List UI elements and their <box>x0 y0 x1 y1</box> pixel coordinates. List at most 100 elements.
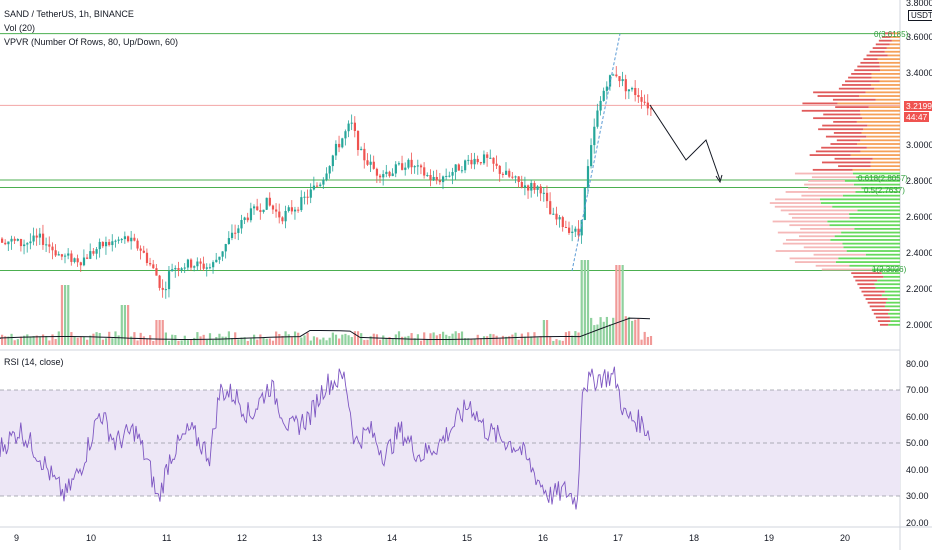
volume-bar <box>351 337 353 345</box>
vp-bar-down <box>781 210 858 212</box>
candle-body <box>215 260 217 262</box>
candle-body <box>631 88 633 89</box>
vp-bar-down <box>804 246 844 248</box>
fib-label-0: 0(3.6185) <box>874 30 908 39</box>
vp-bar-down <box>814 254 866 256</box>
candle-body <box>133 238 135 241</box>
candle-body <box>77 258 79 262</box>
candle-body <box>234 233 236 234</box>
volume-bar <box>303 335 305 345</box>
volume-bar <box>587 260 589 345</box>
volume-bar <box>143 336 145 345</box>
candle-body <box>272 205 274 209</box>
vp-bar-down <box>821 147 867 149</box>
volume-bar <box>492 334 494 345</box>
volume-bar <box>360 333 362 345</box>
volume-bar <box>92 334 94 345</box>
vp-bar-down <box>872 309 890 311</box>
volume-bar <box>382 335 384 345</box>
candle-body <box>105 242 107 246</box>
candle-body <box>278 212 280 218</box>
rsi-tick: 50.00 <box>906 438 929 448</box>
vp-bar-up <box>857 143 900 145</box>
candle-body <box>218 257 220 260</box>
vp-bar-down <box>830 143 857 145</box>
candle-body <box>552 214 554 215</box>
volume-bar <box>398 331 400 345</box>
candle-body <box>96 249 98 254</box>
candle-body <box>524 185 526 187</box>
price-tick: 3.6000 <box>906 32 932 42</box>
candle-body <box>451 172 453 176</box>
candle-body <box>461 170 463 171</box>
vp-bar-down <box>786 191 856 193</box>
volume-bar <box>181 340 183 345</box>
volume-bar <box>206 340 208 345</box>
candle-body <box>149 263 151 264</box>
vp-bar-up <box>871 162 900 164</box>
volume-bar <box>121 305 123 345</box>
candle-body <box>511 177 513 178</box>
vp-bar-down <box>855 280 877 282</box>
currency-button[interactable]: USDT <box>908 10 932 21</box>
volume-bar <box>562 341 564 345</box>
vp-bar-down <box>823 114 860 116</box>
candle-body <box>64 256 66 257</box>
rsi-tick: 30.00 <box>906 491 929 501</box>
volume-bar <box>162 320 164 345</box>
vp-bar-down <box>848 77 871 79</box>
vp-bar-up <box>874 283 900 285</box>
candle-body <box>67 253 69 255</box>
candle-body <box>275 210 277 212</box>
candle-body <box>370 162 372 165</box>
volume-bar <box>29 336 31 345</box>
candle-body <box>388 172 390 176</box>
vp-bar-down <box>818 128 863 130</box>
candle-body <box>392 174 394 177</box>
candle-body <box>237 228 239 233</box>
vp-bar-up <box>885 51 900 53</box>
volume-bar <box>262 338 264 345</box>
vp-bar-up <box>874 88 900 90</box>
volume-bar <box>448 336 450 345</box>
candle-body <box>152 264 154 268</box>
candle-body <box>426 175 428 176</box>
volume-bar <box>593 325 595 345</box>
volume-bar <box>650 336 652 345</box>
volume-bar <box>540 336 542 345</box>
candle-body <box>124 236 126 239</box>
candle-body <box>404 168 406 170</box>
candle-body <box>29 241 31 243</box>
volume-bar <box>625 316 627 345</box>
volume-bar <box>105 338 107 345</box>
candle-body <box>625 79 627 91</box>
candle-body <box>533 183 535 190</box>
volume-bar <box>344 334 346 345</box>
candle-body <box>600 101 602 111</box>
candle-body <box>187 260 189 268</box>
vp-bar-down <box>870 51 885 53</box>
volume-bar <box>319 340 321 345</box>
candle-body <box>499 166 501 174</box>
volume-bar <box>521 334 523 345</box>
vp-bar-down <box>863 58 877 60</box>
vp-bar-down <box>867 55 888 57</box>
candle-body <box>269 198 271 206</box>
candle-body <box>568 228 570 233</box>
time-tick: 13 <box>312 533 322 543</box>
candle-body <box>640 97 642 102</box>
vp-bar-down <box>879 40 892 42</box>
candle-body <box>555 214 557 220</box>
vp-bar-down <box>773 221 828 223</box>
candle-body <box>146 253 148 263</box>
candle-body <box>17 239 19 241</box>
vp-bar-down <box>801 195 842 197</box>
candle-body <box>492 158 494 164</box>
vp-bar-down <box>783 243 843 245</box>
candle-body <box>417 165 419 166</box>
candle-body <box>546 193 548 201</box>
volume-bar <box>363 340 365 345</box>
vp-bar-up <box>847 250 900 252</box>
candle-body <box>209 267 211 268</box>
